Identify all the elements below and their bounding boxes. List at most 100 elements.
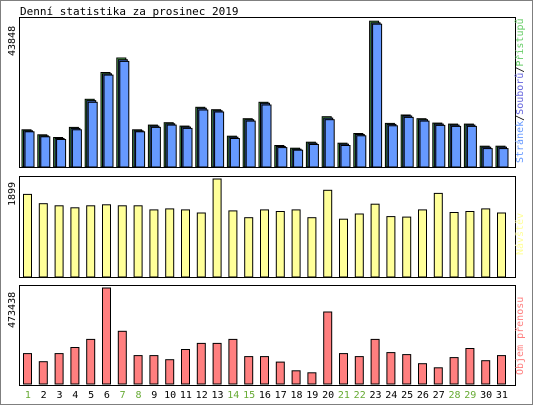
traffic-bar-day-11 xyxy=(181,349,190,385)
visits-bar-day-8 xyxy=(133,205,143,278)
traffic-bar-day-26 xyxy=(418,363,427,385)
visits-bar-day-19 xyxy=(307,217,317,278)
traffic-bar-day-27 xyxy=(433,367,443,385)
legend-text: Stránek/Souborů/Přístupů xyxy=(514,18,526,163)
panel-traffic-max-label: 473438 xyxy=(7,292,18,328)
visits-bar-day-9 xyxy=(149,209,159,278)
pages-bar-day-12 xyxy=(198,109,209,168)
pages-bar-day-4 xyxy=(71,129,82,168)
x-tick-label: 24 xyxy=(385,390,397,401)
x-tick-label: 27 xyxy=(433,390,445,401)
pages-bar-day-11 xyxy=(182,127,193,168)
pages-bar-day-2 xyxy=(40,136,51,168)
visits-bar-day-7 xyxy=(117,205,127,278)
traffic-bar-day-7 xyxy=(117,330,127,385)
x-tick-label: 20 xyxy=(322,390,334,401)
pages-bar-day-14 xyxy=(229,138,240,168)
pages-bar-day-15 xyxy=(245,120,256,168)
x-tick-label: 17 xyxy=(275,390,287,401)
visits-bar-day-16 xyxy=(260,209,269,278)
traffic-bar-day-25 xyxy=(402,354,412,385)
x-tick-label: 4 xyxy=(72,390,78,401)
traffic-bar-day-3 xyxy=(54,353,64,385)
x-tick-label: 28 xyxy=(448,390,460,401)
pages-bar-day-24 xyxy=(387,125,398,168)
traffic-bar-day-15 xyxy=(244,356,254,385)
visits-bar-day-24 xyxy=(386,216,396,278)
panel-visits: 1899 Návštěv xyxy=(7,176,526,278)
traffic-bar-day-12 xyxy=(196,342,206,385)
visits-bar-day-26 xyxy=(418,209,427,278)
pages-bar-day-18 xyxy=(293,149,304,168)
x-tick-label: 19 xyxy=(306,390,318,401)
visits-bar-day-17 xyxy=(275,211,285,278)
pages-bar-day-20 xyxy=(324,119,335,168)
x-tick-label: 2 xyxy=(41,390,47,401)
panel-hits-bars xyxy=(21,20,509,168)
pages-bar-day-16 xyxy=(261,104,272,168)
x-tick-label: 21 xyxy=(338,390,350,401)
legend-entry: Návštěv xyxy=(514,213,526,255)
traffic-bar-day-6 xyxy=(102,287,111,385)
visits-bar-day-2 xyxy=(38,203,48,278)
panel-hits-legend: Stránek/Souborů/Přístupů xyxy=(514,18,526,163)
traffic-bar-day-13 xyxy=(212,342,222,385)
traffic-bar-day-8 xyxy=(133,355,143,385)
pages-bar-day-30 xyxy=(482,148,493,168)
x-tick-label: 26 xyxy=(417,390,429,401)
traffic-bar-day-28 xyxy=(449,357,459,385)
pages-bar-day-9 xyxy=(150,126,161,168)
legend-entry: / xyxy=(515,115,526,121)
visits-bar-day-28 xyxy=(449,212,459,278)
traffic-bar-day-2 xyxy=(38,361,48,385)
visits-bar-day-20 xyxy=(323,189,333,278)
pages-bar-day-21 xyxy=(340,145,351,168)
traffic-bar-day-4 xyxy=(70,347,80,385)
visits-bar-day-15 xyxy=(244,217,254,278)
panel-traffic-legend: Objem přenosu xyxy=(514,297,526,375)
visits-bar-day-30 xyxy=(481,208,491,278)
x-tick-label: 11 xyxy=(180,390,192,401)
traffic-bar-day-22 xyxy=(354,356,364,385)
x-tick-label: 31 xyxy=(496,390,508,401)
panel-hits-max-label: 43848 xyxy=(7,26,18,56)
visits-bar-day-1 xyxy=(23,193,32,278)
panel-visits-max-label: 1899 xyxy=(7,182,18,206)
panel-traffic: 473438 Objem přenosu xyxy=(7,285,526,386)
traffic-bar-day-21 xyxy=(339,353,348,385)
panel-hits-files-pages: 43848 Stránek/Souborů/Přístupů xyxy=(7,17,526,168)
x-tick-label: 23 xyxy=(369,390,381,401)
x-tick-label: 6 xyxy=(104,390,110,401)
pages-bar-day-27 xyxy=(435,124,446,168)
visits-bar-day-22 xyxy=(354,213,364,278)
visits-bar-day-18 xyxy=(291,209,301,278)
visits-bar-day-25 xyxy=(402,216,412,278)
legend-text: Objem přenosu xyxy=(514,297,526,375)
visits-bar-day-27 xyxy=(433,192,443,278)
legend-entry: Objem přenosu xyxy=(514,297,526,375)
visits-bar-day-21 xyxy=(339,218,348,278)
visits-bar-day-11 xyxy=(181,209,190,278)
legend-entry: Souborů xyxy=(514,73,526,115)
panel-traffic-bars xyxy=(23,287,506,385)
visits-bar-day-5 xyxy=(86,205,96,278)
x-tick-label: 8 xyxy=(135,390,141,401)
pages-bar-day-25 xyxy=(403,116,414,168)
panel-visits-legend: Návštěv xyxy=(514,213,526,255)
x-tick-label: 29 xyxy=(464,390,476,401)
traffic-bar-day-23 xyxy=(370,338,380,385)
x-tick-label: 16 xyxy=(259,390,271,401)
visits-bar-day-29 xyxy=(465,211,475,278)
x-tick-label: 1 xyxy=(25,390,31,401)
pages-bar-day-6 xyxy=(103,74,114,168)
visits-bar-day-14 xyxy=(228,210,238,278)
legend-entry: / xyxy=(515,67,526,73)
visits-bar-day-31 xyxy=(497,212,506,278)
traffic-bar-day-1 xyxy=(23,353,32,385)
panel-visits-bars xyxy=(23,178,506,278)
x-tick-label: 30 xyxy=(480,390,492,401)
visits-bar-day-23 xyxy=(370,203,380,278)
visits-bar-day-6 xyxy=(102,204,111,278)
traffic-bar-day-31 xyxy=(497,355,506,385)
traffic-bar-day-30 xyxy=(481,360,491,385)
